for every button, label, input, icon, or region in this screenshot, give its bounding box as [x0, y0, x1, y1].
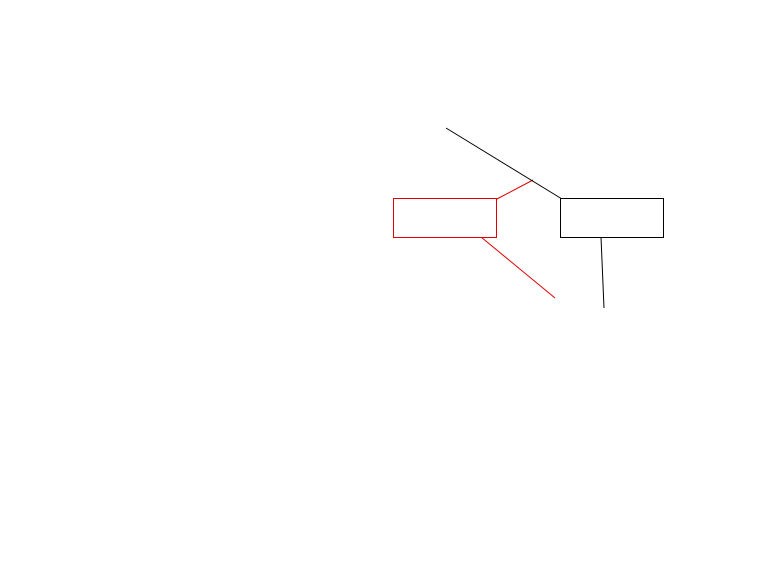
connector-competitors-to-top-chart: [445, 127, 563, 200]
connector-competitors-to-bottom-chart: [600, 236, 605, 309]
connector-own-to-top-chart: [494, 179, 534, 201]
callout-own-company: [393, 198, 497, 238]
connector-own-to-bottom-chart: [480, 236, 556, 299]
callout-all-competitors: [560, 198, 664, 238]
